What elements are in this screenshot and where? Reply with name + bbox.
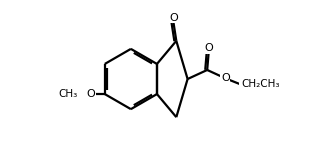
- Text: CH₂CH₃: CH₂CH₃: [241, 79, 279, 89]
- Text: O: O: [87, 89, 95, 99]
- Text: CH₃: CH₃: [58, 89, 78, 99]
- Text: O: O: [169, 12, 178, 22]
- Text: O: O: [204, 43, 213, 53]
- Text: O: O: [221, 73, 230, 83]
